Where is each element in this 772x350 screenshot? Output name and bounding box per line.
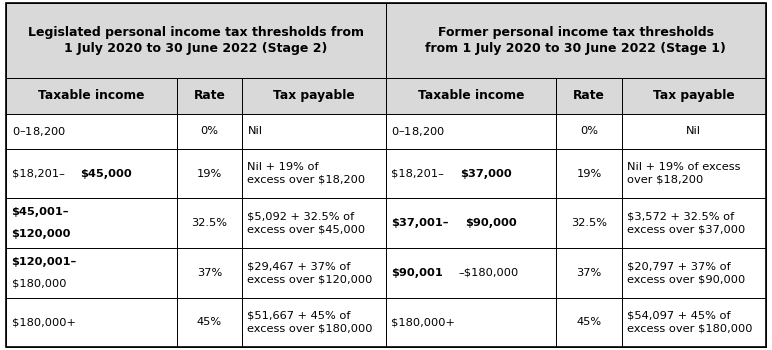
Text: $51,667 + 45% of
excess over $180,000: $51,667 + 45% of excess over $180,000 (247, 311, 373, 334)
Bar (386, 149, 557, 198)
Text: Rate: Rate (574, 89, 605, 102)
Text: Tax payable: Tax payable (653, 89, 735, 102)
Bar (621, 298, 766, 347)
Bar (6, 298, 177, 347)
Bar (386, 298, 557, 347)
Text: $5,092 + 32.5% of
excess over $45,000: $5,092 + 32.5% of excess over $45,000 (247, 212, 366, 235)
Text: Legislated personal income tax thresholds from
1 July 2020 to 30 June 2022 (Stag: Legislated personal income tax threshold… (28, 26, 364, 55)
Bar (177, 78, 242, 114)
Text: 37%: 37% (577, 268, 602, 278)
Bar (6, 198, 177, 248)
Text: Rate: Rate (194, 89, 225, 102)
Text: Tax payable: Tax payable (273, 89, 355, 102)
Bar (386, 3, 766, 78)
Bar (557, 149, 621, 198)
Bar (386, 78, 557, 114)
Text: $37,000: $37,000 (459, 169, 511, 178)
Text: 0%: 0% (201, 126, 218, 136)
Bar (242, 149, 386, 198)
Bar (242, 198, 386, 248)
Bar (386, 114, 557, 149)
Bar (621, 248, 766, 298)
Text: 0%: 0% (581, 126, 598, 136)
Bar (557, 248, 621, 298)
Text: $120,000: $120,000 (12, 229, 71, 239)
Bar (557, 114, 621, 149)
Bar (6, 78, 177, 114)
Bar (6, 3, 386, 78)
Text: $0–$18,200: $0–$18,200 (391, 125, 445, 138)
Text: 45%: 45% (197, 317, 222, 327)
Bar (6, 149, 177, 198)
Bar (621, 114, 766, 149)
Text: 45%: 45% (577, 317, 601, 327)
Text: Taxable income: Taxable income (38, 89, 144, 102)
Text: $45,001–: $45,001– (12, 208, 69, 217)
Text: $37,001–: $37,001– (391, 218, 449, 228)
Bar (242, 298, 386, 347)
Bar (6, 248, 177, 298)
Bar (557, 298, 621, 347)
Text: $45,000: $45,000 (80, 169, 131, 178)
Text: $29,467 + 37% of
excess over $120,000: $29,467 + 37% of excess over $120,000 (247, 261, 373, 284)
Text: –$180,000: –$180,000 (458, 268, 519, 278)
Bar (6, 114, 177, 149)
Text: $18,201–: $18,201– (391, 169, 444, 178)
Text: Nil + 19% of excess
over $18,200: Nil + 19% of excess over $18,200 (627, 162, 741, 185)
Text: 19%: 19% (577, 169, 602, 178)
Text: $180,000+: $180,000+ (12, 317, 76, 327)
Text: $54,097 + 45% of
excess over $180,000: $54,097 + 45% of excess over $180,000 (627, 311, 753, 334)
Bar (242, 114, 386, 149)
Bar (557, 198, 621, 248)
Bar (242, 78, 386, 114)
Text: $90,001: $90,001 (391, 268, 443, 278)
Bar (621, 198, 766, 248)
Text: Taxable income: Taxable income (418, 89, 524, 102)
Bar (177, 198, 242, 248)
Text: $180,000+: $180,000+ (391, 317, 455, 327)
Text: Former personal income tax thresholds
from 1 July 2020 to 30 June 2022 (Stage 1): Former personal income tax thresholds fr… (425, 26, 726, 55)
Bar (177, 298, 242, 347)
Bar (177, 114, 242, 149)
Bar (386, 248, 557, 298)
Text: $120,001–: $120,001– (12, 257, 77, 267)
Text: 32.5%: 32.5% (191, 218, 227, 228)
Text: Nil + 19% of
excess over $18,200: Nil + 19% of excess over $18,200 (247, 162, 366, 185)
Text: Nil: Nil (247, 126, 262, 136)
Text: Nil: Nil (686, 126, 701, 136)
Text: $20,797 + 37% of
excess over $90,000: $20,797 + 37% of excess over $90,000 (627, 261, 746, 284)
Text: $3,572 + 32.5% of
excess over $37,000: $3,572 + 32.5% of excess over $37,000 (627, 212, 746, 235)
Text: $90,000: $90,000 (466, 218, 517, 228)
Text: $18,201–: $18,201– (12, 169, 64, 178)
Bar (557, 78, 621, 114)
Bar (177, 248, 242, 298)
Bar (621, 149, 766, 198)
Bar (621, 78, 766, 114)
Bar (177, 149, 242, 198)
Bar (386, 198, 557, 248)
Text: 19%: 19% (197, 169, 222, 178)
Bar (242, 248, 386, 298)
Text: $180,000: $180,000 (12, 279, 66, 288)
Text: 37%: 37% (197, 268, 222, 278)
Text: $0–$18,200: $0–$18,200 (12, 125, 66, 138)
Text: 32.5%: 32.5% (571, 218, 607, 228)
